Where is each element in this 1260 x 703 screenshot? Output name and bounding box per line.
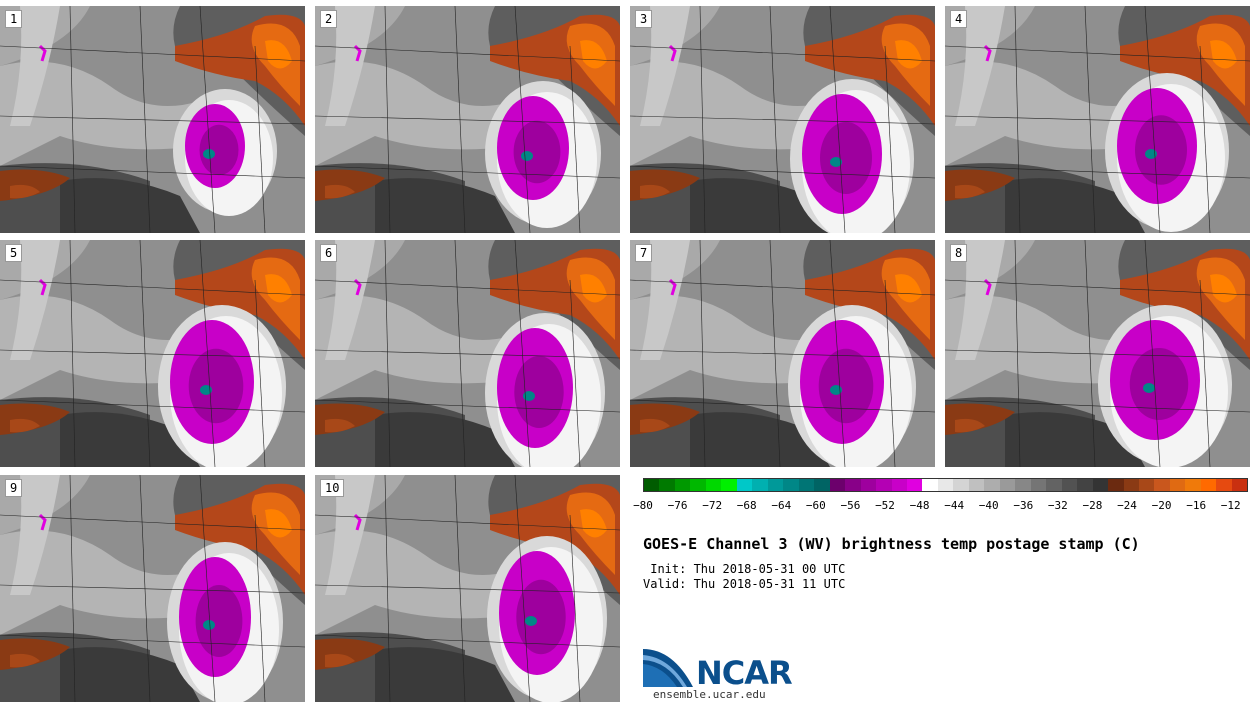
colorbar-tick-label: −16: [1186, 499, 1207, 512]
colorbar-swatch: [674, 479, 691, 491]
colorbar-swatch: [1077, 479, 1093, 491]
colorbar-swatch: [752, 479, 768, 491]
colorbar-swatch: [922, 479, 938, 491]
colorbar-swatch: [1030, 479, 1047, 491]
ncar-logo-icon: [643, 649, 693, 687]
postage-stamp-panel: 7: [630, 240, 935, 467]
colorbar-swatch: [814, 479, 830, 491]
colorbar-tick-label: −44: [944, 499, 965, 512]
wv-map: [0, 240, 305, 467]
figure-title: GOES-E Channel 3 (WV) brightness temp po…: [643, 535, 1140, 553]
colorbar-swatch: [937, 479, 954, 491]
postage-stamp-panel: 2: [315, 6, 620, 233]
postage-stamp-panel: 10: [315, 475, 620, 702]
panel-member-label: 2: [320, 10, 338, 28]
colorbar-tick-label: −48: [909, 499, 930, 512]
colorbar-tick-label: −12: [1220, 499, 1241, 512]
colorbar-tick-label: −20: [1151, 499, 1172, 512]
colorbar-swatch: [1154, 479, 1170, 491]
colorbar-swatch: [659, 479, 675, 491]
panel-member-label: 6: [320, 244, 338, 262]
colorbar-swatch: [690, 479, 706, 491]
wv-map: [945, 240, 1250, 467]
colorbar: [643, 478, 1248, 492]
panel-member-label: 1: [5, 10, 23, 28]
panel-member-label: 10: [320, 479, 345, 497]
wv-map: [945, 6, 1250, 233]
colorbar-swatch: [736, 479, 753, 491]
colorbar-swatch: [721, 479, 737, 491]
postage-stamp-panel: 1: [0, 6, 305, 233]
colorbar-swatch: [1046, 479, 1062, 491]
colorbar-swatch: [1231, 479, 1248, 491]
postage-stamp-panel: 8: [945, 240, 1250, 467]
colorbar-swatch: [860, 479, 877, 491]
colorbar-swatch: [1216, 479, 1232, 491]
panel-member-label: 7: [635, 244, 653, 262]
colorbar-tick-label: −68: [736, 499, 757, 512]
colorbar-swatch: [876, 479, 892, 491]
colorbar-swatch: [767, 479, 784, 491]
panel-member-label: 5: [5, 244, 23, 262]
colorbar-tick-label: −80: [633, 499, 653, 512]
colorbar-tick-label: −52: [875, 499, 895, 512]
colorbar-swatch: [953, 479, 969, 491]
wv-map: [315, 475, 620, 702]
colorbar-tick-label: −32: [1047, 499, 1068, 512]
colorbar-swatch: [783, 479, 799, 491]
colorbar-swatch: [644, 479, 660, 491]
colorbar-swatch: [845, 479, 861, 491]
colorbar-swatch: [1185, 479, 1201, 491]
ncar-logo-text: NCAR: [696, 654, 793, 692]
colorbar-swatch: [968, 479, 985, 491]
colorbar-swatch: [1169, 479, 1186, 491]
colorbar-swatch: [999, 479, 1016, 491]
colorbar-tick-label: −56: [840, 499, 861, 512]
site-url[interactable]: ensemble.ucar.edu: [653, 688, 766, 701]
wv-map: [0, 475, 305, 702]
panel-member-label: 9: [5, 479, 23, 497]
wv-map: [0, 6, 305, 233]
colorbar-swatch: [1200, 479, 1217, 491]
colorbar-tick-label: −40: [978, 499, 999, 512]
colorbar-tick-label: −36: [1013, 499, 1034, 512]
postage-stamp-panel: 6: [315, 240, 620, 467]
postage-stamp-panel: 4: [945, 6, 1250, 233]
wv-map: [315, 240, 620, 467]
colorbar-swatch: [906, 479, 923, 491]
colorbar-swatch: [1139, 479, 1155, 491]
panel-member-label: 3: [635, 10, 653, 28]
postage-stamp-panel: 3: [630, 6, 935, 233]
colorbar-swatch: [891, 479, 907, 491]
panel-member-label: 8: [950, 244, 968, 262]
wv-map: [315, 6, 620, 233]
colorbar-swatch: [798, 479, 815, 491]
colorbar-tick-label: −72: [702, 499, 723, 512]
wv-map: [630, 6, 935, 233]
colorbar-swatch: [984, 479, 1000, 491]
valid-time: Valid: Thu 2018-05-31 11 UTC: [643, 577, 846, 591]
init-time: Init: Thu 2018-05-31 00 UTC: [643, 562, 846, 576]
colorbar-swatch: [1123, 479, 1139, 491]
colorbar-tick-label: −60: [805, 499, 826, 512]
colorbar-tick-label: −76: [667, 499, 688, 512]
colorbar-swatch: [705, 479, 722, 491]
colorbar-swatch: [1108, 479, 1124, 491]
postage-stamp-panel: 5: [0, 240, 305, 467]
colorbar-swatch: [1092, 479, 1109, 491]
wv-map: [630, 240, 935, 467]
colorbar-swatch: [1015, 479, 1031, 491]
colorbar-swatch: [829, 479, 846, 491]
colorbar-tick-label: −64: [771, 499, 792, 512]
panel-member-label: 4: [950, 10, 968, 28]
postage-stamp-panel: 9: [0, 475, 305, 702]
colorbar-tick-label: −24: [1117, 499, 1137, 512]
colorbar-swatch: [1061, 479, 1078, 491]
colorbar-tick-label: −28: [1082, 499, 1103, 512]
